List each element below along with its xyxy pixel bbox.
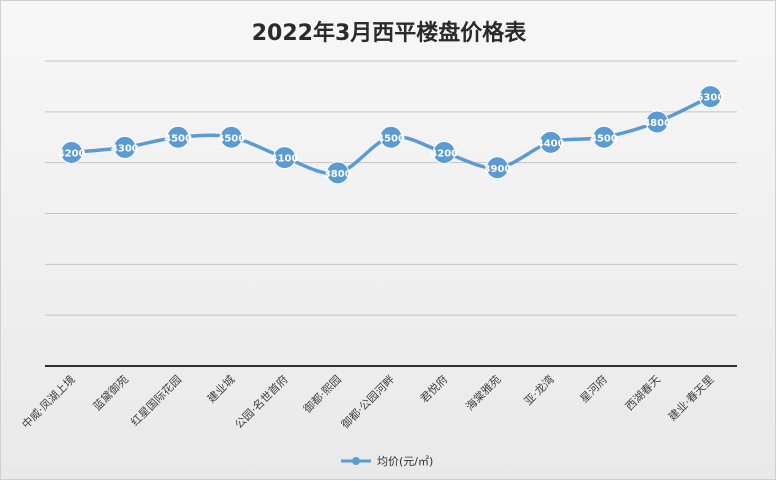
data-point xyxy=(113,135,137,159)
data-point xyxy=(698,85,722,109)
x-tick-label: 君悦府 xyxy=(417,372,450,405)
x-tick-label: 御都·熙园 xyxy=(300,372,343,415)
data-label: 4200 xyxy=(58,149,86,160)
x-tick-label: 星河府 xyxy=(577,372,610,405)
x-tick-label: 御都·公园河畔 xyxy=(338,372,397,431)
x-tick-label: 亚·龙湾 xyxy=(521,372,557,408)
data-point xyxy=(219,125,243,149)
x-tick-label: 公园·名世首府 xyxy=(232,372,291,431)
legend-marker-icon xyxy=(352,457,360,465)
data-label: 4500 xyxy=(377,133,405,144)
x-tick-label: 建业城 xyxy=(204,372,237,405)
data-label: 3800 xyxy=(324,169,352,180)
x-tick-label: 红星国际花园 xyxy=(128,373,184,429)
data-point xyxy=(60,141,84,164)
data-label: 4500 xyxy=(590,133,618,144)
data-label: 4100 xyxy=(271,154,299,165)
data-label: 4800 xyxy=(643,118,671,129)
data-label: 3900 xyxy=(484,164,512,175)
data-point xyxy=(273,146,297,170)
data-label: 4300 xyxy=(111,143,139,154)
data-label: 5300 xyxy=(696,93,724,104)
data-point xyxy=(592,125,616,149)
legend-label: 均价(元/㎡) xyxy=(377,455,433,468)
data-point xyxy=(432,141,456,164)
data-label: 4500 xyxy=(217,133,245,144)
data-label: 4400 xyxy=(537,138,565,149)
data-point xyxy=(539,130,563,154)
chart-title: 2022年3月西平楼盘价格表 xyxy=(251,21,527,46)
x-tick-label: 中威·凤湖上境 xyxy=(19,372,78,431)
data-point xyxy=(645,110,669,134)
x-tick-label: 蓝黛御苑 xyxy=(90,372,131,413)
x-tick-label: 海棠雅苑 xyxy=(463,372,504,413)
x-tick-label: 西湖春天 xyxy=(623,373,663,413)
data-point xyxy=(379,125,403,149)
data-point xyxy=(166,125,190,149)
data-point xyxy=(485,156,509,180)
data-label: 4200 xyxy=(430,149,458,160)
x-tick-label: 建业·春天里 xyxy=(665,372,716,423)
data-point xyxy=(326,161,350,185)
data-label: 4500 xyxy=(164,133,192,144)
